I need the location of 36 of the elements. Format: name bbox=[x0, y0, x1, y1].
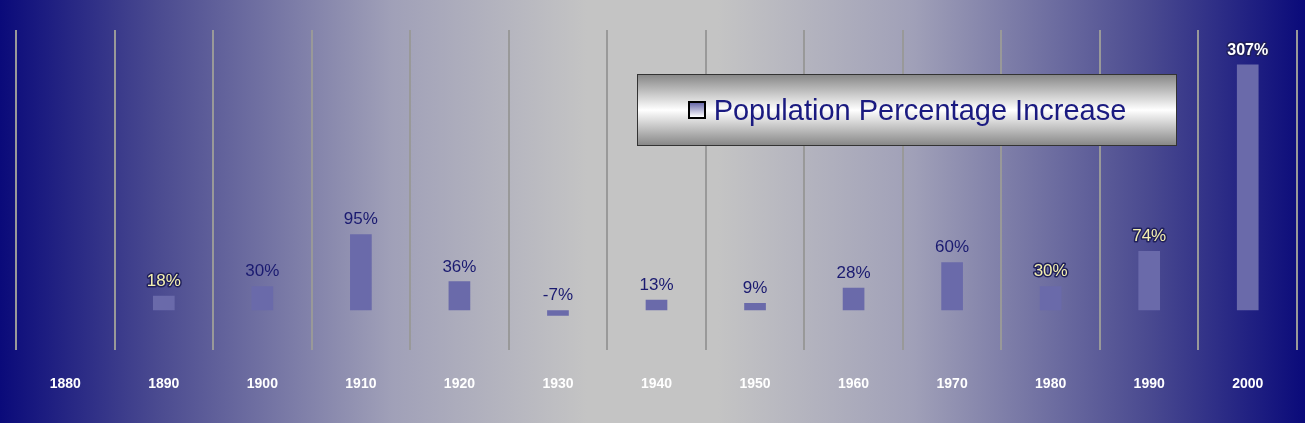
bar bbox=[448, 281, 471, 311]
bar bbox=[547, 310, 569, 316]
x-tick-label: 1920 bbox=[443, 375, 476, 392]
x-tick-label: 1930 bbox=[542, 375, 574, 392]
data-label: 13% bbox=[639, 274, 674, 294]
data-label: 30% bbox=[245, 261, 280, 281]
data-label: 60% bbox=[935, 237, 970, 257]
bar bbox=[1138, 250, 1161, 311]
data-label: 9% bbox=[742, 278, 768, 298]
bar bbox=[941, 262, 963, 311]
data-label: 36% bbox=[442, 256, 477, 276]
data-label: 95% bbox=[343, 209, 378, 229]
data-label: 30% bbox=[1033, 261, 1068, 281]
legend-label: Population Percentage Increase bbox=[713, 93, 1127, 127]
data-label: -7% bbox=[542, 285, 574, 305]
x-tick-label: 1990 bbox=[1133, 375, 1165, 392]
x-tick-label: 1970 bbox=[936, 375, 968, 392]
data-label: 28% bbox=[836, 262, 871, 282]
x-tick-label: 1900 bbox=[246, 375, 279, 392]
x-tick-label: 1940 bbox=[640, 375, 673, 392]
bar bbox=[1236, 64, 1259, 311]
bar bbox=[152, 295, 175, 311]
bar bbox=[842, 287, 865, 311]
x-tick-label: 1960 bbox=[838, 375, 870, 392]
bar bbox=[645, 299, 668, 311]
data-label: 307% bbox=[1227, 40, 1269, 58]
x-tick-label: 1980 bbox=[1035, 375, 1067, 392]
x-tick-label: 2000 bbox=[1232, 375, 1264, 392]
x-tick-label: 1910 bbox=[345, 375, 377, 392]
data-label: 74% bbox=[1132, 226, 1167, 246]
bar bbox=[744, 302, 766, 311]
x-tick-label: 1890 bbox=[148, 375, 180, 392]
bar bbox=[350, 234, 372, 311]
data-label: 18% bbox=[146, 270, 181, 290]
x-tick-label: 1950 bbox=[739, 375, 771, 392]
x-tick-label: 1880 bbox=[49, 375, 82, 392]
